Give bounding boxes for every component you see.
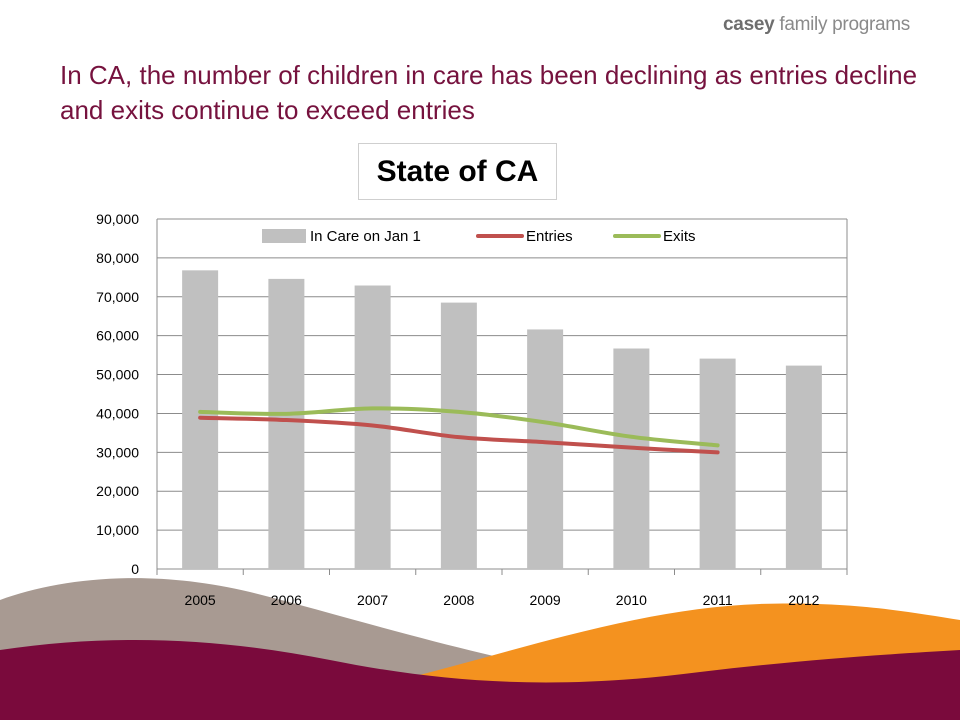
line-entries (198, 415, 720, 455)
legend-swatch-in-care (262, 229, 306, 243)
y-tick-label: 20,000 (96, 483, 139, 499)
x-tick-label: 2009 (530, 592, 561, 608)
y-tick-label: 80,000 (96, 250, 139, 266)
brand-logo: casey family programs (723, 14, 910, 35)
x-tick-label: 2012 (788, 592, 819, 608)
y-tick-label: 30,000 (96, 444, 139, 460)
y-tick-label: 50,000 (96, 367, 139, 383)
x-tick-label: 2008 (443, 592, 474, 608)
y-tick-label: 10,000 (96, 522, 139, 538)
y-tick-label: 60,000 (96, 328, 139, 344)
chart-title: State of CA (358, 143, 557, 200)
y-tick-label: 70,000 (96, 289, 139, 305)
x-tick-label: 2011 (703, 592, 733, 608)
bar-in-care-2009 (527, 329, 564, 569)
y-tick-label: 0 (131, 561, 139, 577)
y-tick-label: 40,000 (96, 405, 139, 421)
bar-in-care-2006 (268, 278, 305, 569)
bar-in-care-2011 (699, 358, 736, 569)
legend-label: Exits (663, 228, 696, 245)
x-tick-label: 2006 (271, 592, 302, 608)
y-tick-label: 90,000 (96, 211, 139, 227)
line-exits (198, 406, 720, 448)
x-tick-label: 2010 (616, 592, 647, 608)
page-title: In CA, the number of children in care ha… (60, 60, 918, 125)
x-tick-label: 2007 (357, 592, 388, 608)
bar-in-care-2010 (613, 348, 650, 569)
legend-label: Entries (526, 228, 573, 245)
bar-in-care-2012 (785, 365, 822, 569)
x-tick-label: 2005 (185, 592, 216, 608)
maroon-wave (0, 639, 960, 720)
legend-label: In Care on Jan 1 (310, 228, 421, 245)
